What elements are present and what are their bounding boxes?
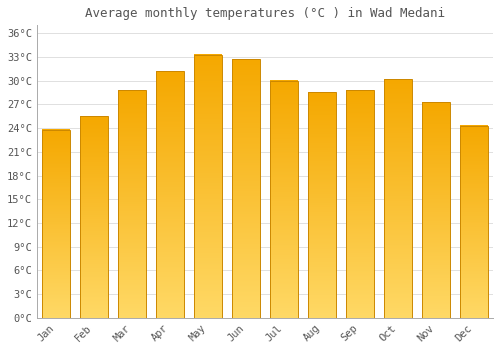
Bar xyxy=(194,55,222,318)
Title: Average monthly temperatures (°C ) in Wad Medani: Average monthly temperatures (°C ) in Wa… xyxy=(85,7,445,20)
Bar xyxy=(156,71,184,318)
Bar xyxy=(42,130,70,318)
Bar xyxy=(346,90,374,318)
Bar xyxy=(308,92,336,318)
Bar xyxy=(270,80,297,318)
Bar xyxy=(232,59,260,318)
Bar xyxy=(460,126,487,318)
Bar xyxy=(118,90,146,318)
Bar xyxy=(422,102,450,318)
Bar xyxy=(384,79,411,318)
Bar xyxy=(80,116,108,318)
